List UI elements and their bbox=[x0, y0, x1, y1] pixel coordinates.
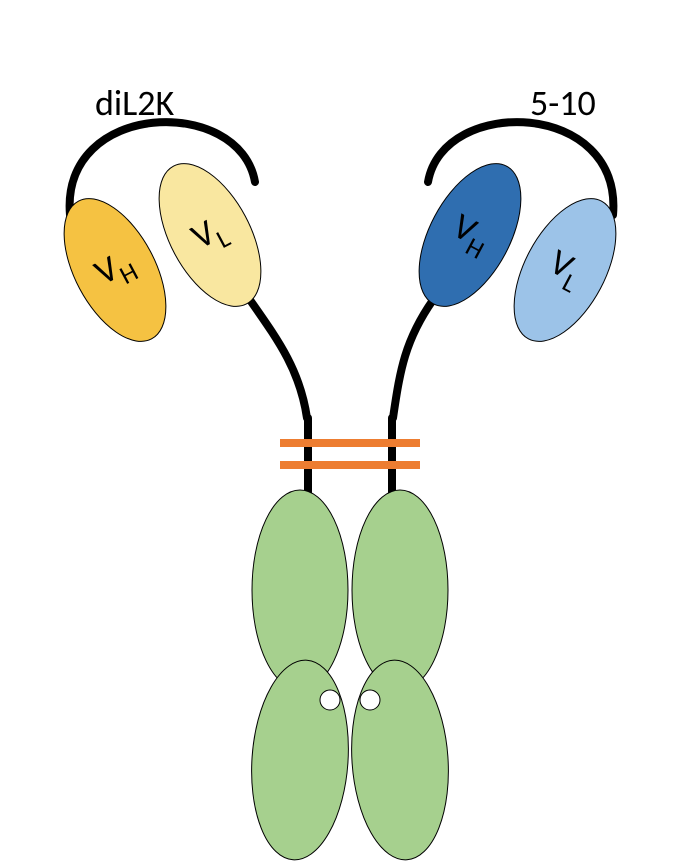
fc-ch3-right bbox=[345, 657, 455, 863]
fc-ch3-left bbox=[245, 657, 355, 863]
left-arm-name: diL2K bbox=[95, 81, 175, 125]
knob-right bbox=[360, 690, 380, 710]
right-connector bbox=[393, 300, 433, 418]
right-arm-name: 5-10 bbox=[530, 81, 596, 125]
fc-ch2-right bbox=[352, 490, 448, 690]
fc-ch2-left bbox=[252, 490, 348, 690]
knob-left bbox=[320, 690, 340, 710]
left-connector bbox=[250, 300, 307, 418]
